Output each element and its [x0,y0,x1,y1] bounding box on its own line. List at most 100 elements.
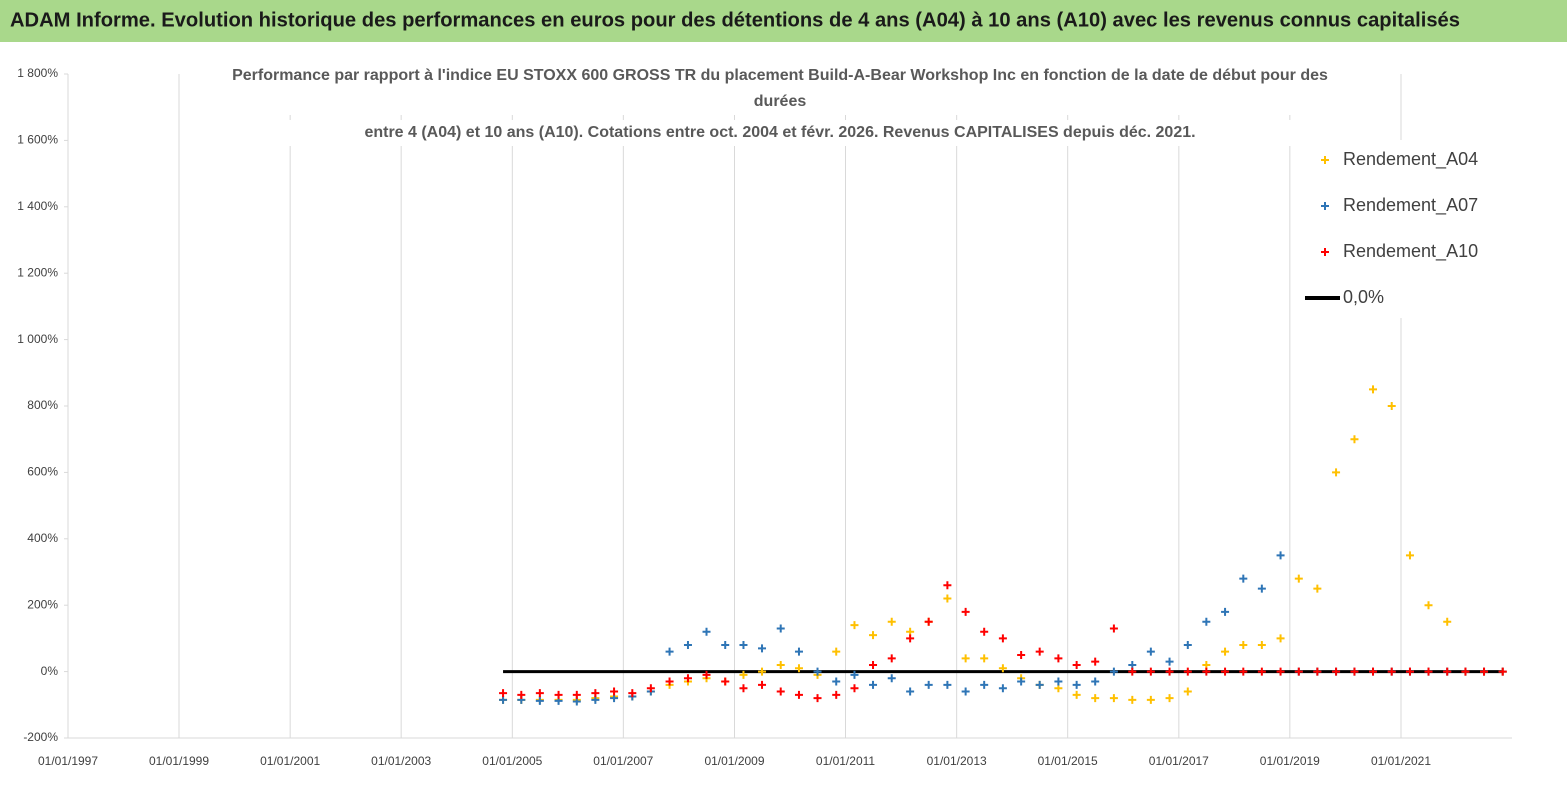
title-bg [180,89,1380,115]
point [961,654,970,663]
point [1387,667,1396,676]
point [1387,402,1396,410]
point [998,634,1007,643]
y-tick-label: 200% [27,597,58,611]
point [646,684,655,693]
point [776,687,785,696]
point [1035,647,1044,656]
point [1369,667,1378,676]
point [1165,667,1174,676]
point [1332,667,1341,676]
point [1276,634,1285,643]
point [1035,680,1044,689]
point [499,689,508,698]
point [1109,694,1118,703]
y-tick-label: 1 400% [17,199,58,213]
point [758,667,767,676]
point [813,667,822,676]
y-tick-label: 1 600% [17,133,58,147]
point [1239,641,1248,650]
point [776,624,785,633]
point [887,674,896,683]
point [702,627,711,636]
point [1202,667,1211,676]
legend-label: 0,0% [1343,287,1384,307]
header-bar [0,0,1567,42]
point [1165,694,1174,703]
point [961,687,970,696]
point [1443,667,1452,676]
point [1128,667,1137,676]
y-tick-label: 1 000% [17,332,58,346]
chart-title: durées [754,93,807,110]
point [572,690,581,699]
point [1424,667,1433,676]
point [721,641,730,650]
point [1221,607,1230,616]
point [776,660,785,669]
point [869,660,878,669]
point [887,654,896,663]
point [1350,435,1359,444]
point [1091,694,1100,703]
point [1146,667,1155,676]
chart-title: Performance par rapport à l'indice EU ST… [232,67,1328,84]
point [980,654,989,663]
point [1461,667,1470,676]
point [980,627,989,636]
point [1221,667,1230,676]
y-tick-label: 1 200% [17,265,58,279]
point [1017,677,1026,686]
point [850,621,859,630]
point [758,644,767,653]
x-tick-label: 01/01/2003 [371,754,431,768]
point [1424,601,1433,610]
x-tick-label: 01/01/2021 [1371,754,1431,768]
point [1480,667,1489,676]
point [721,677,730,686]
point [980,680,989,689]
y-tick-label: 400% [27,531,58,545]
point [1072,680,1081,689]
point [1054,677,1063,686]
point [1257,667,1266,676]
point [943,680,952,689]
point [1146,647,1155,656]
point [924,617,933,626]
point [1183,687,1192,696]
legend-box [1292,140,1510,318]
point [1313,584,1322,593]
header-title: ADAM Informe. Evolution historique des p… [10,9,1460,31]
legend-marker [1321,156,1329,164]
point [906,634,915,643]
y-tick-label: 600% [27,465,58,479]
point [943,594,952,603]
x-tick-label: 01/01/2017 [1149,754,1209,768]
y-tick-label: 0% [41,664,59,678]
point [1072,690,1081,699]
point [535,696,544,705]
point [832,690,841,699]
point [1091,657,1100,666]
y-tick-label: 800% [27,398,58,412]
legend-label: Rendement_A04 [1343,149,1478,170]
point [665,647,674,656]
x-tick-label: 01/01/2011 [816,754,875,768]
x-tick-label: 01/01/2001 [260,754,320,768]
point [628,689,637,698]
point [1313,667,1322,676]
point [1239,574,1248,583]
point [943,581,952,590]
x-tick-label: 01/01/2009 [704,754,764,768]
x-tick-label: 01/01/2005 [482,754,542,768]
x-tick-label: 01/01/2007 [593,754,653,768]
point [1332,468,1341,477]
y-tick-label: 1 800% [17,66,58,80]
point [1183,641,1192,650]
point [517,690,526,699]
legend-marker [1321,202,1329,210]
point [1239,667,1248,676]
point [813,694,822,703]
point [758,680,767,689]
point [850,684,859,693]
